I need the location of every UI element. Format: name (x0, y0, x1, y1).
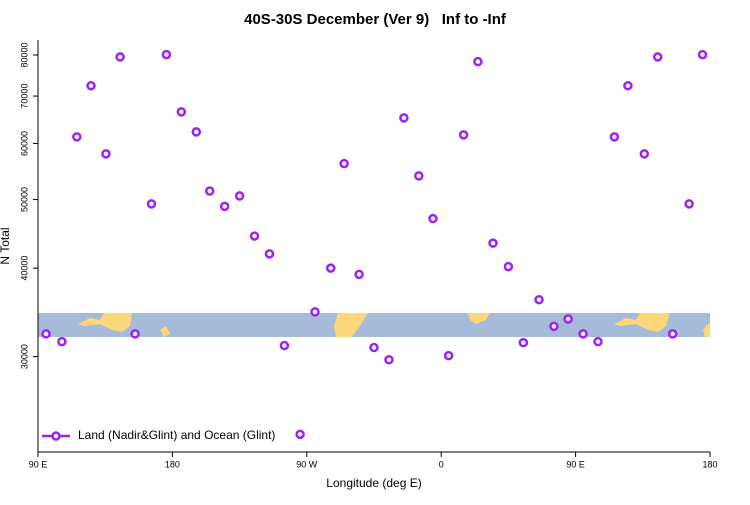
point (488, 238, 498, 248)
point (623, 80, 633, 91)
point (204, 186, 215, 196)
x-axis-label: Longitude (deg E) (326, 476, 421, 490)
point (161, 49, 172, 60)
point (697, 49, 708, 60)
point (593, 336, 603, 347)
x-tick-label: 180 (165, 459, 180, 469)
point (652, 52, 663, 62)
point (458, 130, 469, 140)
point (369, 342, 379, 353)
point (130, 329, 140, 339)
legend-label: Land (Nadir&Glint) and Ocean (Glint) (78, 428, 275, 442)
point (325, 263, 336, 273)
x-tick-label: 90 E (29, 459, 48, 469)
point (72, 132, 82, 142)
point (354, 269, 364, 280)
point (295, 429, 305, 440)
point (443, 350, 454, 361)
y-tick-label: 80000 (19, 42, 29, 67)
point (101, 149, 111, 159)
point (549, 321, 559, 332)
y-tick-label: 60000 (19, 131, 29, 156)
point (310, 307, 320, 317)
point (86, 80, 96, 91)
point (176, 107, 187, 117)
point (384, 354, 394, 365)
point (518, 337, 529, 348)
point (414, 171, 424, 181)
point (249, 231, 260, 241)
point (684, 199, 694, 209)
point (41, 329, 51, 339)
point (399, 113, 409, 123)
x-tick-label: 0 (439, 459, 444, 469)
point (191, 127, 202, 137)
point (57, 336, 67, 347)
point (503, 261, 514, 272)
chart-title: 40S-30S December (Ver 9) Inf to -Inf (244, 11, 507, 28)
y-axis-label: N Total (0, 227, 12, 264)
point (667, 329, 678, 339)
point (339, 158, 349, 169)
point (115, 52, 125, 62)
point (473, 56, 483, 67)
point (609, 132, 620, 142)
y-tick-label: 40000 (19, 256, 29, 281)
point (639, 149, 650, 159)
map-strip (38, 313, 710, 337)
point (428, 213, 438, 224)
x-tick-label: 180 (702, 459, 717, 469)
point (264, 249, 275, 259)
y-tick-label: 70000 (19, 84, 29, 109)
x-tick-label: 90 W (296, 459, 318, 469)
x-tick-label: 90 E (566, 459, 585, 469)
point (234, 191, 245, 201)
y-tick-label: 50000 (19, 187, 29, 212)
y-tick-label: 30000 (19, 344, 29, 369)
point (534, 294, 544, 305)
point (146, 199, 157, 209)
legend-marker (51, 431, 61, 441)
point (279, 340, 290, 351)
point (219, 201, 230, 212)
point (578, 329, 588, 339)
point (563, 314, 573, 324)
